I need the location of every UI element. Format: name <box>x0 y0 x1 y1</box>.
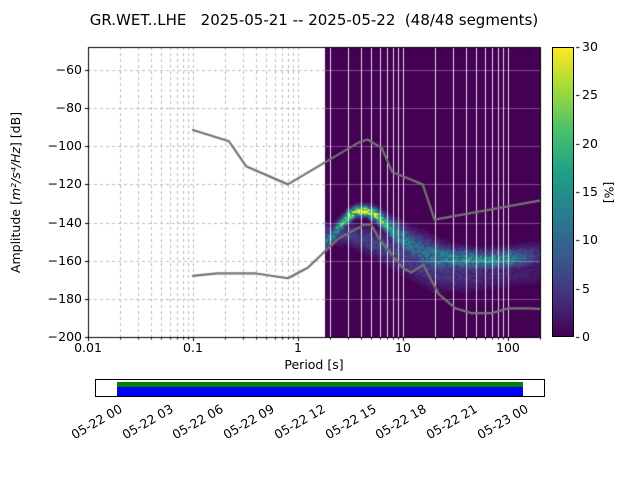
colorbar-tick-label: 10 <box>582 232 598 248</box>
y-tick-label: −200 <box>47 329 82 344</box>
colorbar-tick-label: 20 <box>582 135 598 151</box>
colorbar-label: [%] <box>598 47 620 337</box>
x-axis-label: Period [s] <box>284 357 344 372</box>
y-tick-label: −180 <box>47 290 82 306</box>
colorbar-label-text: [%] <box>601 181 617 203</box>
y-tick-label: −60 <box>55 61 82 77</box>
y-tick-label: −140 <box>47 214 82 230</box>
y-tick-label: −80 <box>55 100 82 116</box>
y-axis-label-suffix: ] [dB] <box>8 111 24 147</box>
x-tick-label: 0.1 <box>183 340 203 355</box>
colorbar-gradient <box>552 47 574 337</box>
y-tick-label: −160 <box>47 252 82 268</box>
timeline-coverage-blue <box>117 387 523 396</box>
colorbar-tick-label: 15 <box>582 184 598 199</box>
colorbar-tick-label: 30 <box>582 39 598 54</box>
colorbar-tick-label: 5 <box>582 280 590 296</box>
timeline-coverage-green <box>117 382 523 387</box>
x-tick-label: 1 <box>293 340 302 355</box>
timeline-bar <box>95 379 545 397</box>
y-tick-label: −120 <box>47 176 82 192</box>
y-axis-label-text: Amplitude [m²/s⁴/Hz] [dB] <box>9 111 24 272</box>
plot-title: GR.WET..LHE 2025-05-21 -- 2025-05-22 (48… <box>89 11 539 29</box>
colorbar-tick-label: 25 <box>582 87 598 103</box>
y-axis-label-units: m²/s⁴/Hz <box>8 146 24 200</box>
x-tick-label: 100 <box>496 340 520 355</box>
y-tick-label: −100 <box>47 138 82 154</box>
y-axis-label: Amplitude [m²/s⁴/Hz] [dB] <box>2 47 30 337</box>
colorbar-tick-label: 0 <box>582 329 590 344</box>
x-tick-label: 0.01 <box>74 340 102 355</box>
y-axis-label-prefix: Amplitude [ <box>8 199 24 273</box>
x-tick-label: 10 <box>395 340 411 355</box>
